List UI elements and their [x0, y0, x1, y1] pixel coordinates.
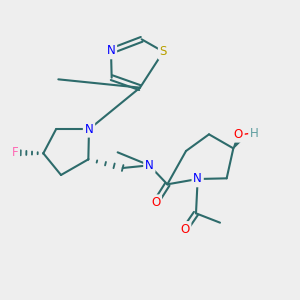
- Text: N: N: [85, 123, 93, 136]
- Text: O: O: [180, 223, 190, 236]
- Text: N: N: [193, 172, 202, 185]
- Text: S: S: [160, 45, 167, 58]
- Polygon shape: [233, 136, 242, 148]
- Text: O: O: [234, 128, 243, 141]
- Text: F: F: [12, 146, 18, 159]
- Text: N: N: [145, 159, 154, 172]
- Text: N: N: [106, 44, 116, 58]
- Text: H: H: [250, 127, 259, 140]
- Text: O: O: [151, 196, 160, 209]
